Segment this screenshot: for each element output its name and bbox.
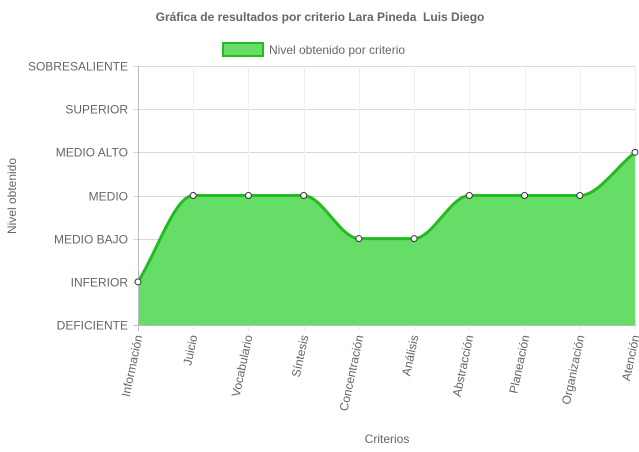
y-axis-title: Nivel obtenido bbox=[5, 158, 19, 234]
y-tick-label: DEFICIENTE bbox=[57, 319, 128, 333]
data-point[interactable] bbox=[134, 278, 142, 286]
x-tick-label: Organización bbox=[559, 334, 587, 406]
data-points bbox=[134, 148, 639, 286]
legend-swatch bbox=[222, 42, 264, 57]
data-point[interactable] bbox=[465, 192, 473, 199]
x-tick-label: Concentración bbox=[337, 334, 367, 413]
y-tick-label: SUPERIOR bbox=[65, 103, 128, 117]
y-tick-label: MEDIO BAJO bbox=[54, 233, 128, 247]
data-point[interactable] bbox=[631, 148, 639, 156]
x-tick-label: Atención bbox=[619, 334, 639, 383]
chart-title: Gráfica de resultados por criterio Lara … bbox=[156, 10, 485, 24]
y-tick-label: SOBRESALIENTE bbox=[28, 60, 128, 74]
x-tick-label: Juicio bbox=[180, 333, 200, 366]
data-point[interactable] bbox=[244, 192, 252, 199]
y-tick-labels: DEFICIENTE INFERIOR MEDIO BAJO MEDIO MEDIO A… bbox=[28, 60, 128, 333]
axes bbox=[134, 66, 636, 331]
x-tick-label: Abstracción bbox=[450, 334, 477, 398]
data-point[interactable] bbox=[355, 235, 363, 243]
x-tick-label: Planeación bbox=[506, 334, 532, 395]
data-point[interactable] bbox=[521, 192, 529, 199]
y-tick-label: MEDIO ALTO bbox=[56, 146, 128, 160]
legend-label: Nivel obtenido por criterio bbox=[269, 43, 405, 57]
x-axis-title: Criterios bbox=[365, 432, 410, 446]
x-tick-labels: Información Juicio Vocabulario Síntesis Conc… bbox=[119, 333, 639, 412]
data-point[interactable] bbox=[300, 192, 308, 199]
data-point[interactable] bbox=[410, 235, 418, 243]
x-tick-label: Análisis bbox=[399, 334, 421, 377]
series-line bbox=[136, 151, 636, 283]
data-point[interactable] bbox=[576, 192, 584, 199]
y-tick-label: INFERIOR bbox=[71, 276, 129, 290]
series-area-layer bbox=[136, 151, 636, 325]
x-tick-label: Vocabulario bbox=[229, 333, 256, 398]
x-tick-label: Síntesis bbox=[289, 334, 312, 379]
y-tick-label: MEDIO bbox=[89, 190, 128, 204]
x-tick-label: Información bbox=[119, 334, 146, 398]
data-point[interactable] bbox=[189, 192, 197, 199]
legend[interactable]: Nivel obtenido por criterio bbox=[222, 42, 405, 57]
